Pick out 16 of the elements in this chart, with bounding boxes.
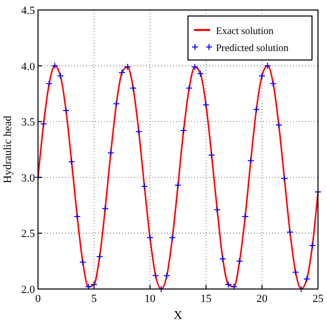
x-tick-label: 0 xyxy=(35,293,42,305)
y-tick-label: 4.0 xyxy=(21,60,36,73)
y-tick-label: 4.5 xyxy=(21,5,36,17)
x-tick-label: 15 xyxy=(200,293,212,305)
x-tick-label: 25 xyxy=(312,293,324,305)
x-axis-title: X xyxy=(174,308,183,322)
y-tick-label: 2.5 xyxy=(21,228,36,240)
legend-label: Exact solution xyxy=(216,26,274,37)
y-axis-title: Hydraulic head xyxy=(2,115,14,184)
x-tick-label: 10 xyxy=(144,293,156,305)
x-tick-label: 5 xyxy=(91,293,98,305)
y-tick-label: 3.0 xyxy=(21,172,36,184)
legend-label: Predicted solution xyxy=(216,43,288,54)
y-tick-label: 2.0 xyxy=(21,284,36,296)
x-tick-label: 20 xyxy=(256,293,268,305)
y-tick-label: 3.5 xyxy=(21,116,36,129)
